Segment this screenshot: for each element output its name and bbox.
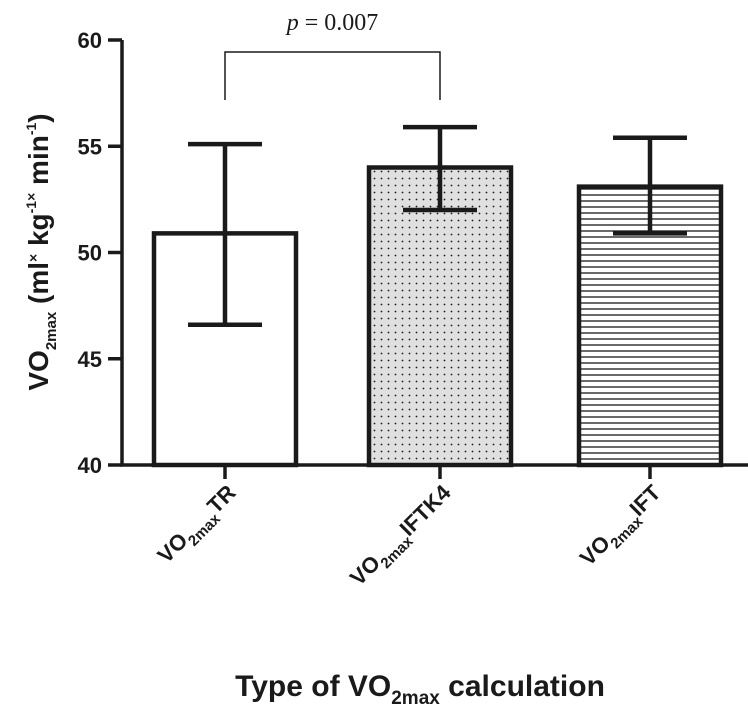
x-axis-label: Type of VO2max calculation	[235, 670, 605, 709]
y-tick-label: 55	[78, 134, 102, 159]
x-ticks: VO2maxTR VO2maxIFTK4 VO2maxIFT	[153, 465, 670, 594]
bar	[366, 165, 514, 468]
y-tick-label: 60	[78, 28, 102, 53]
error-bars	[188, 124, 687, 327]
x-tick-label: VO2maxIFT	[575, 479, 670, 574]
y-tick-label: 45	[78, 347, 102, 372]
p-value-label: p = 0.007	[285, 10, 379, 36]
x-tick-label: VO2maxTR	[153, 480, 245, 572]
x-tick-label: VO2maxIFTK4	[345, 479, 460, 594]
significance-annotation: p = 0.007	[224, 10, 441, 100]
y-tick-label: 50	[78, 241, 102, 266]
y-axis-label: VO2max (ml× kg-1× min-1)	[23, 113, 60, 390]
y-tick-label: 40	[78, 453, 102, 478]
y-ticks: 40 45 50 55 60	[78, 28, 122, 478]
significance-bracket	[224, 51, 441, 100]
